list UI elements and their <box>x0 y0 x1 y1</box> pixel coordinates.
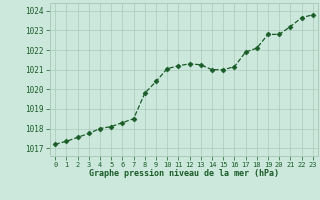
X-axis label: Graphe pression niveau de la mer (hPa): Graphe pression niveau de la mer (hPa) <box>89 169 279 178</box>
